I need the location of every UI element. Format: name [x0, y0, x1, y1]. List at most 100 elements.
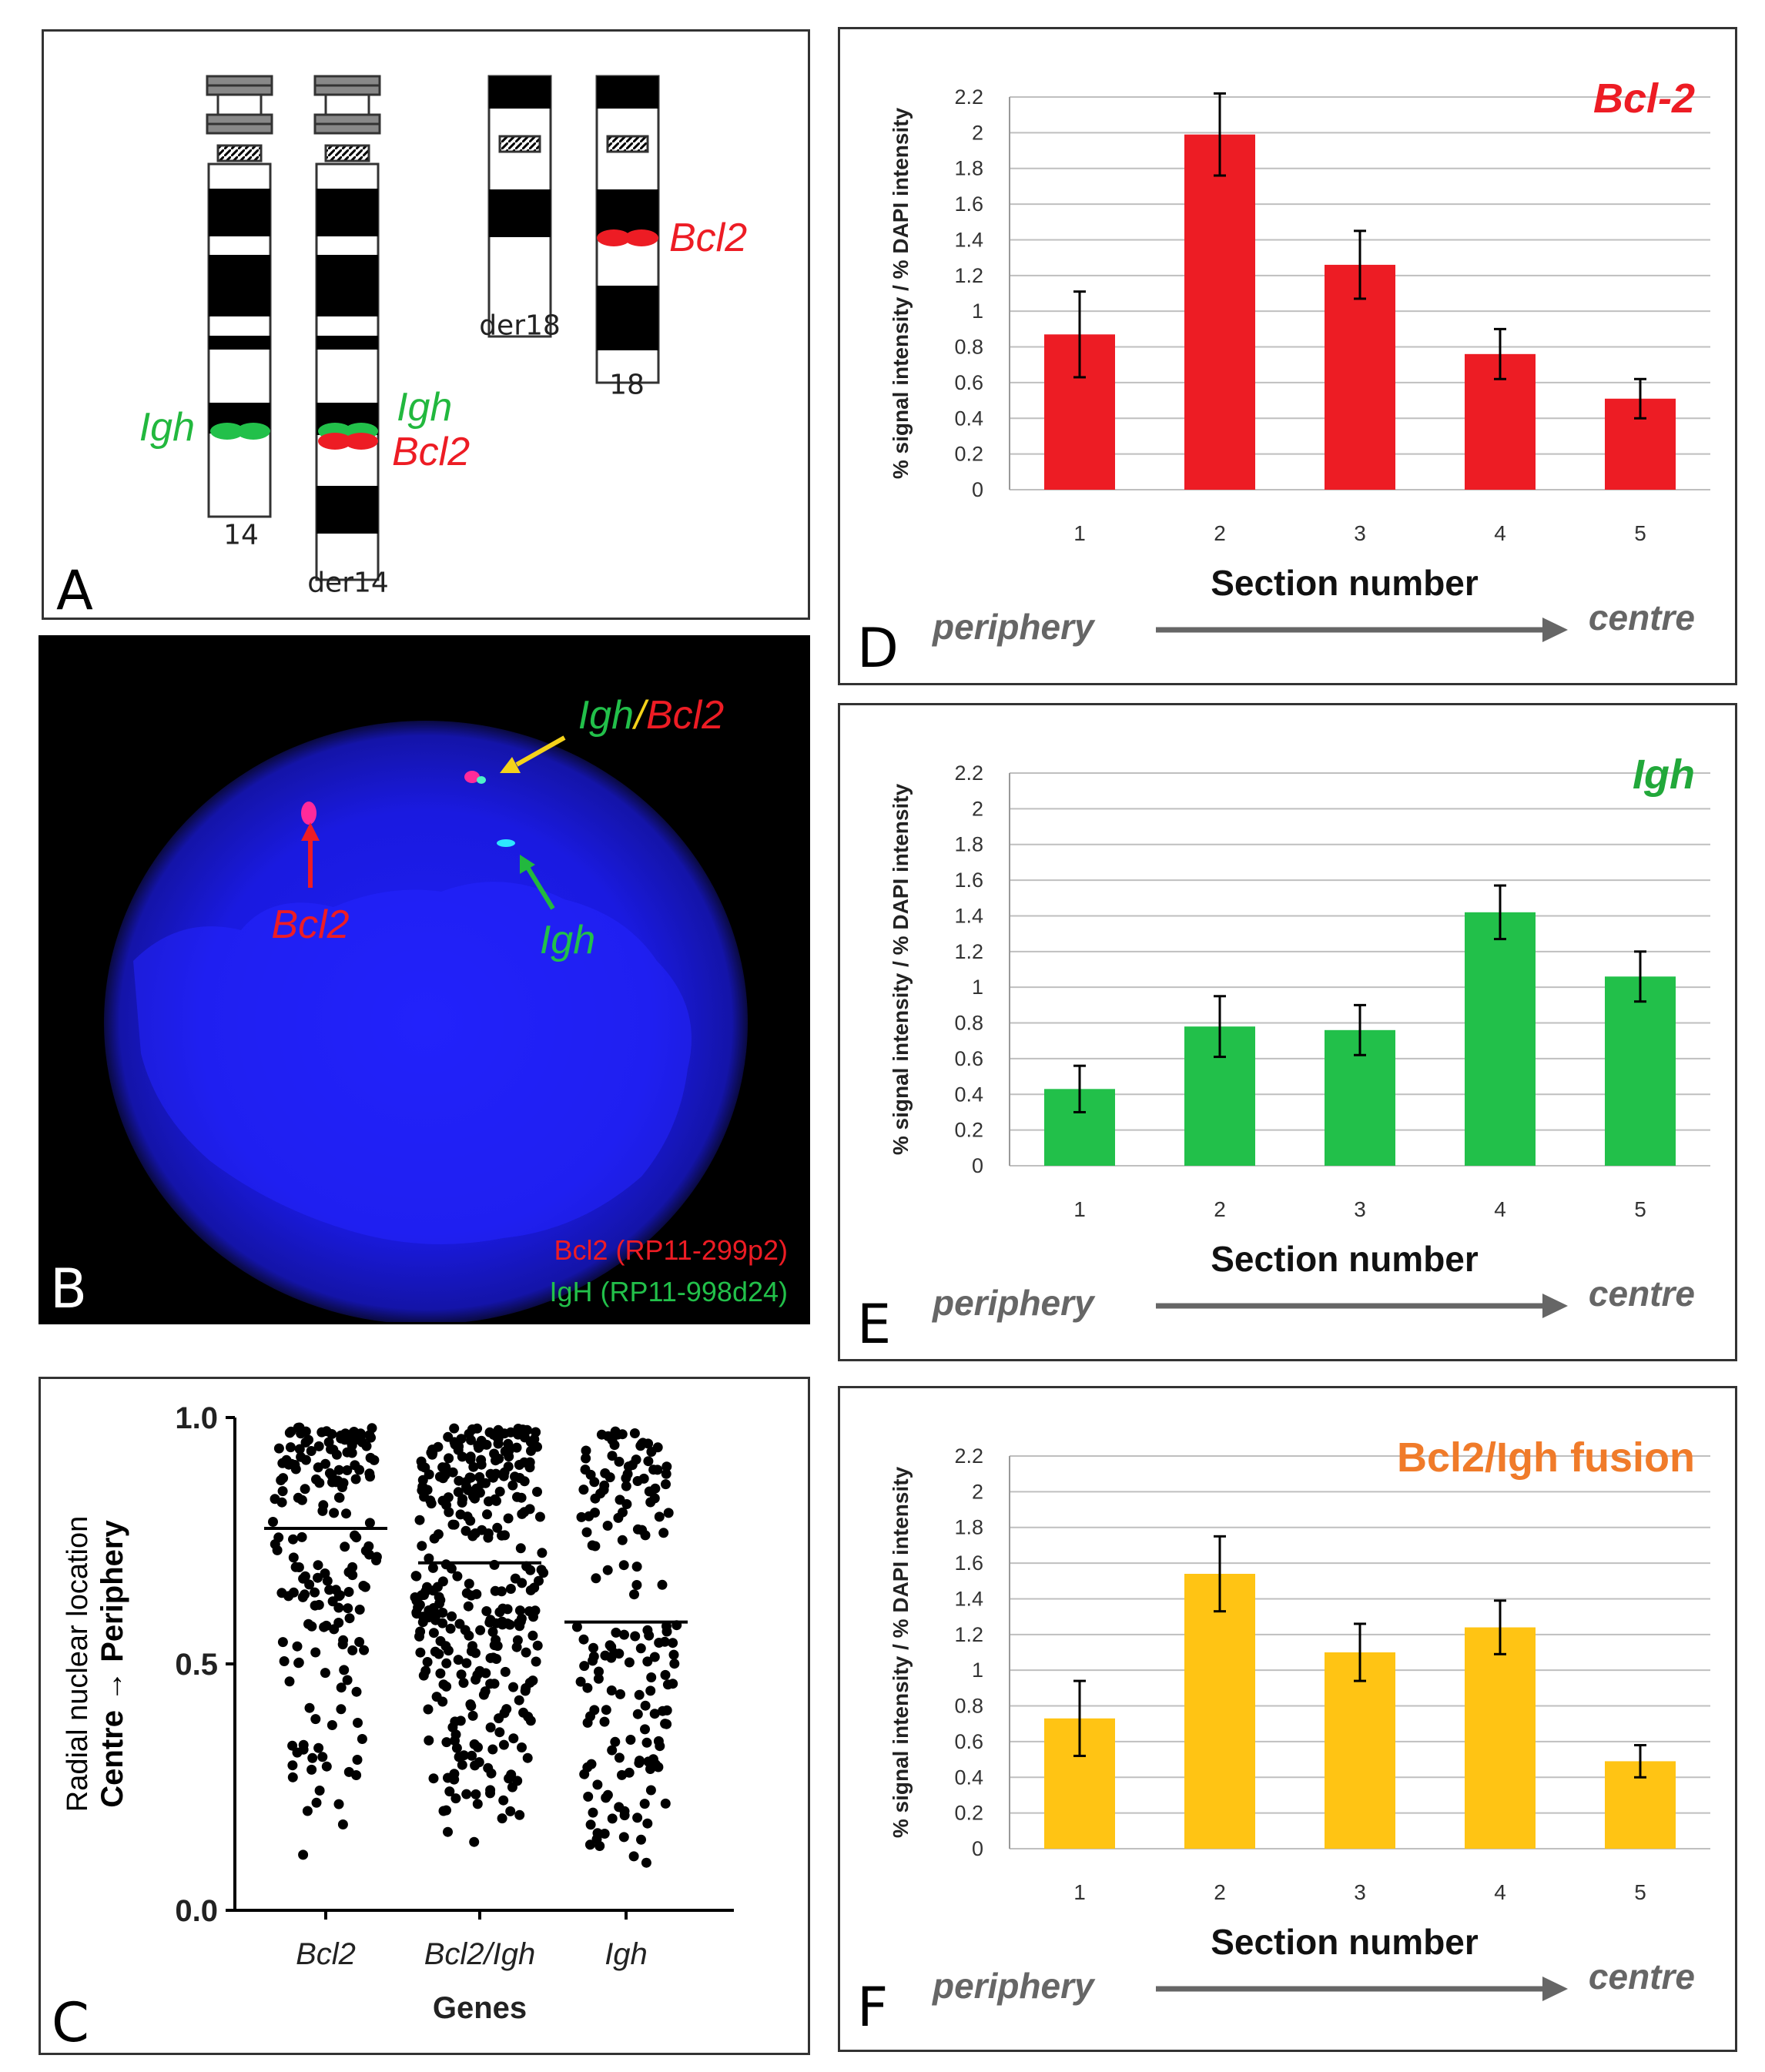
- c-data-point: [484, 1427, 495, 1438]
- c-data-point: [453, 1487, 464, 1498]
- f-ytick-label: 1.4: [954, 1587, 983, 1610]
- c-data-point: [586, 1759, 597, 1769]
- c-data-point: [491, 1635, 501, 1645]
- c-data-point: [467, 1710, 478, 1721]
- c-data-point: [268, 1517, 278, 1527]
- c-data-point: [525, 1437, 536, 1448]
- c-data-point: [642, 1625, 653, 1635]
- e-xtick-label: 3: [1354, 1197, 1366, 1221]
- e-ytick-label: 0.4: [954, 1083, 983, 1106]
- c-data-point: [487, 1626, 498, 1637]
- c-data-point: [581, 1453, 591, 1464]
- c-data-point: [596, 1429, 607, 1440]
- c-data-point: [443, 1431, 454, 1442]
- c-data-point: [494, 1727, 505, 1738]
- c-data-point: [645, 1497, 656, 1508]
- c-data-point: [599, 1829, 610, 1839]
- d-ytick-label: 0: [972, 478, 983, 501]
- c-data-point: [474, 1757, 484, 1768]
- c-data-point: [435, 1668, 446, 1679]
- c-data-point: [485, 1468, 496, 1479]
- e-xtick-label: 4: [1494, 1197, 1506, 1221]
- c-data-point: [494, 1454, 504, 1464]
- c-data-point: [437, 1696, 448, 1707]
- fish-label-igh-signal: Igh: [540, 918, 595, 962]
- c-data-point: [600, 1468, 611, 1478]
- c-data-point: [444, 1507, 454, 1518]
- c-data-point: [307, 1752, 318, 1763]
- c-data-point: [607, 1451, 618, 1461]
- d-bar: [1184, 134, 1255, 490]
- c-data-point: [571, 1622, 582, 1632]
- c-data-point: [635, 1643, 646, 1654]
- panel-letter-e: E: [857, 1293, 891, 1356]
- c-data-point: [505, 1806, 516, 1816]
- panel-letter-c: C: [52, 1991, 89, 2053]
- c-data-point: [660, 1669, 671, 1680]
- c-data-point: [354, 1637, 365, 1647]
- c-data-point: [296, 1531, 307, 1542]
- c-data-point: [445, 1623, 456, 1634]
- c-data-point: [306, 1764, 317, 1775]
- c-data-point: [310, 1647, 321, 1658]
- c-data-point: [525, 1565, 536, 1575]
- d-ytick-label: 1: [972, 300, 983, 323]
- c-data-point: [300, 1484, 310, 1495]
- bcl2-signal: [301, 802, 316, 825]
- panel-a: 14 der14 der18 18 Igh Igh Bcl2 Bcl2 A: [42, 29, 810, 622]
- c-data-point: [607, 1813, 618, 1824]
- c-data-point: [444, 1453, 454, 1464]
- c-data-point: [534, 1511, 545, 1522]
- c-data-point: [318, 1500, 329, 1511]
- c-data-point: [505, 1427, 516, 1438]
- c-data-point: [491, 1495, 501, 1506]
- c-data-point: [306, 1446, 316, 1456]
- c-data-point: [517, 1742, 527, 1752]
- c-data-point: [653, 1762, 664, 1772]
- f-bar: [1184, 1574, 1255, 1849]
- fish-label-bcl2: Bcl2: [271, 902, 349, 947]
- c-data-point: [629, 1589, 639, 1600]
- c-data-point: [452, 1571, 463, 1582]
- c-data-point: [481, 1478, 491, 1488]
- c-data-point: [458, 1678, 469, 1689]
- c-data-point: [287, 1740, 298, 1751]
- c-xtick-label: Igh: [605, 1937, 648, 1971]
- c-data-point: [470, 1528, 481, 1538]
- label-der14: der14: [307, 567, 389, 599]
- c-data-point: [497, 1530, 507, 1541]
- c-data-point: [317, 1752, 328, 1762]
- c-data-point: [415, 1647, 426, 1658]
- c-data-point: [418, 1670, 429, 1681]
- c-data-point: [628, 1851, 639, 1862]
- c-data-point: [463, 1601, 474, 1612]
- c-data-point: [609, 1649, 620, 1659]
- c-data-point: [618, 1560, 629, 1571]
- e-ytick-label: 0.2: [954, 1119, 983, 1142]
- c-data-point: [502, 1604, 513, 1615]
- c-data-point: [643, 1438, 654, 1449]
- c-data-point: [668, 1638, 678, 1649]
- c-data-point: [643, 1456, 654, 1467]
- d-bar: [1325, 264, 1395, 490]
- c-data-point: [467, 1424, 477, 1434]
- f-ytick-label: 0.4: [954, 1766, 983, 1789]
- c-data-point: [293, 1657, 304, 1668]
- c-data-point: [624, 1657, 635, 1668]
- c-data-point: [514, 1695, 524, 1705]
- c-data-point: [283, 1591, 294, 1602]
- c-xtick-label: Bcl2: [296, 1937, 356, 1971]
- c-data-point: [500, 1666, 511, 1677]
- c-data-point: [450, 1736, 460, 1746]
- c-data-point: [485, 1652, 496, 1663]
- e-xtick-label: 2: [1214, 1197, 1226, 1221]
- c-data-point: [290, 1464, 301, 1475]
- c-data-point: [654, 1511, 665, 1522]
- d-ytick-label: 2.2: [954, 85, 983, 109]
- d-ytick-label: 0.4: [954, 407, 983, 430]
- c-data-point: [661, 1468, 672, 1479]
- c-data-point: [498, 1471, 509, 1481]
- c-data-point: [441, 1658, 452, 1669]
- c-xtick-label: Bcl2/Igh: [424, 1937, 536, 1971]
- f-bar: [1465, 1627, 1536, 1849]
